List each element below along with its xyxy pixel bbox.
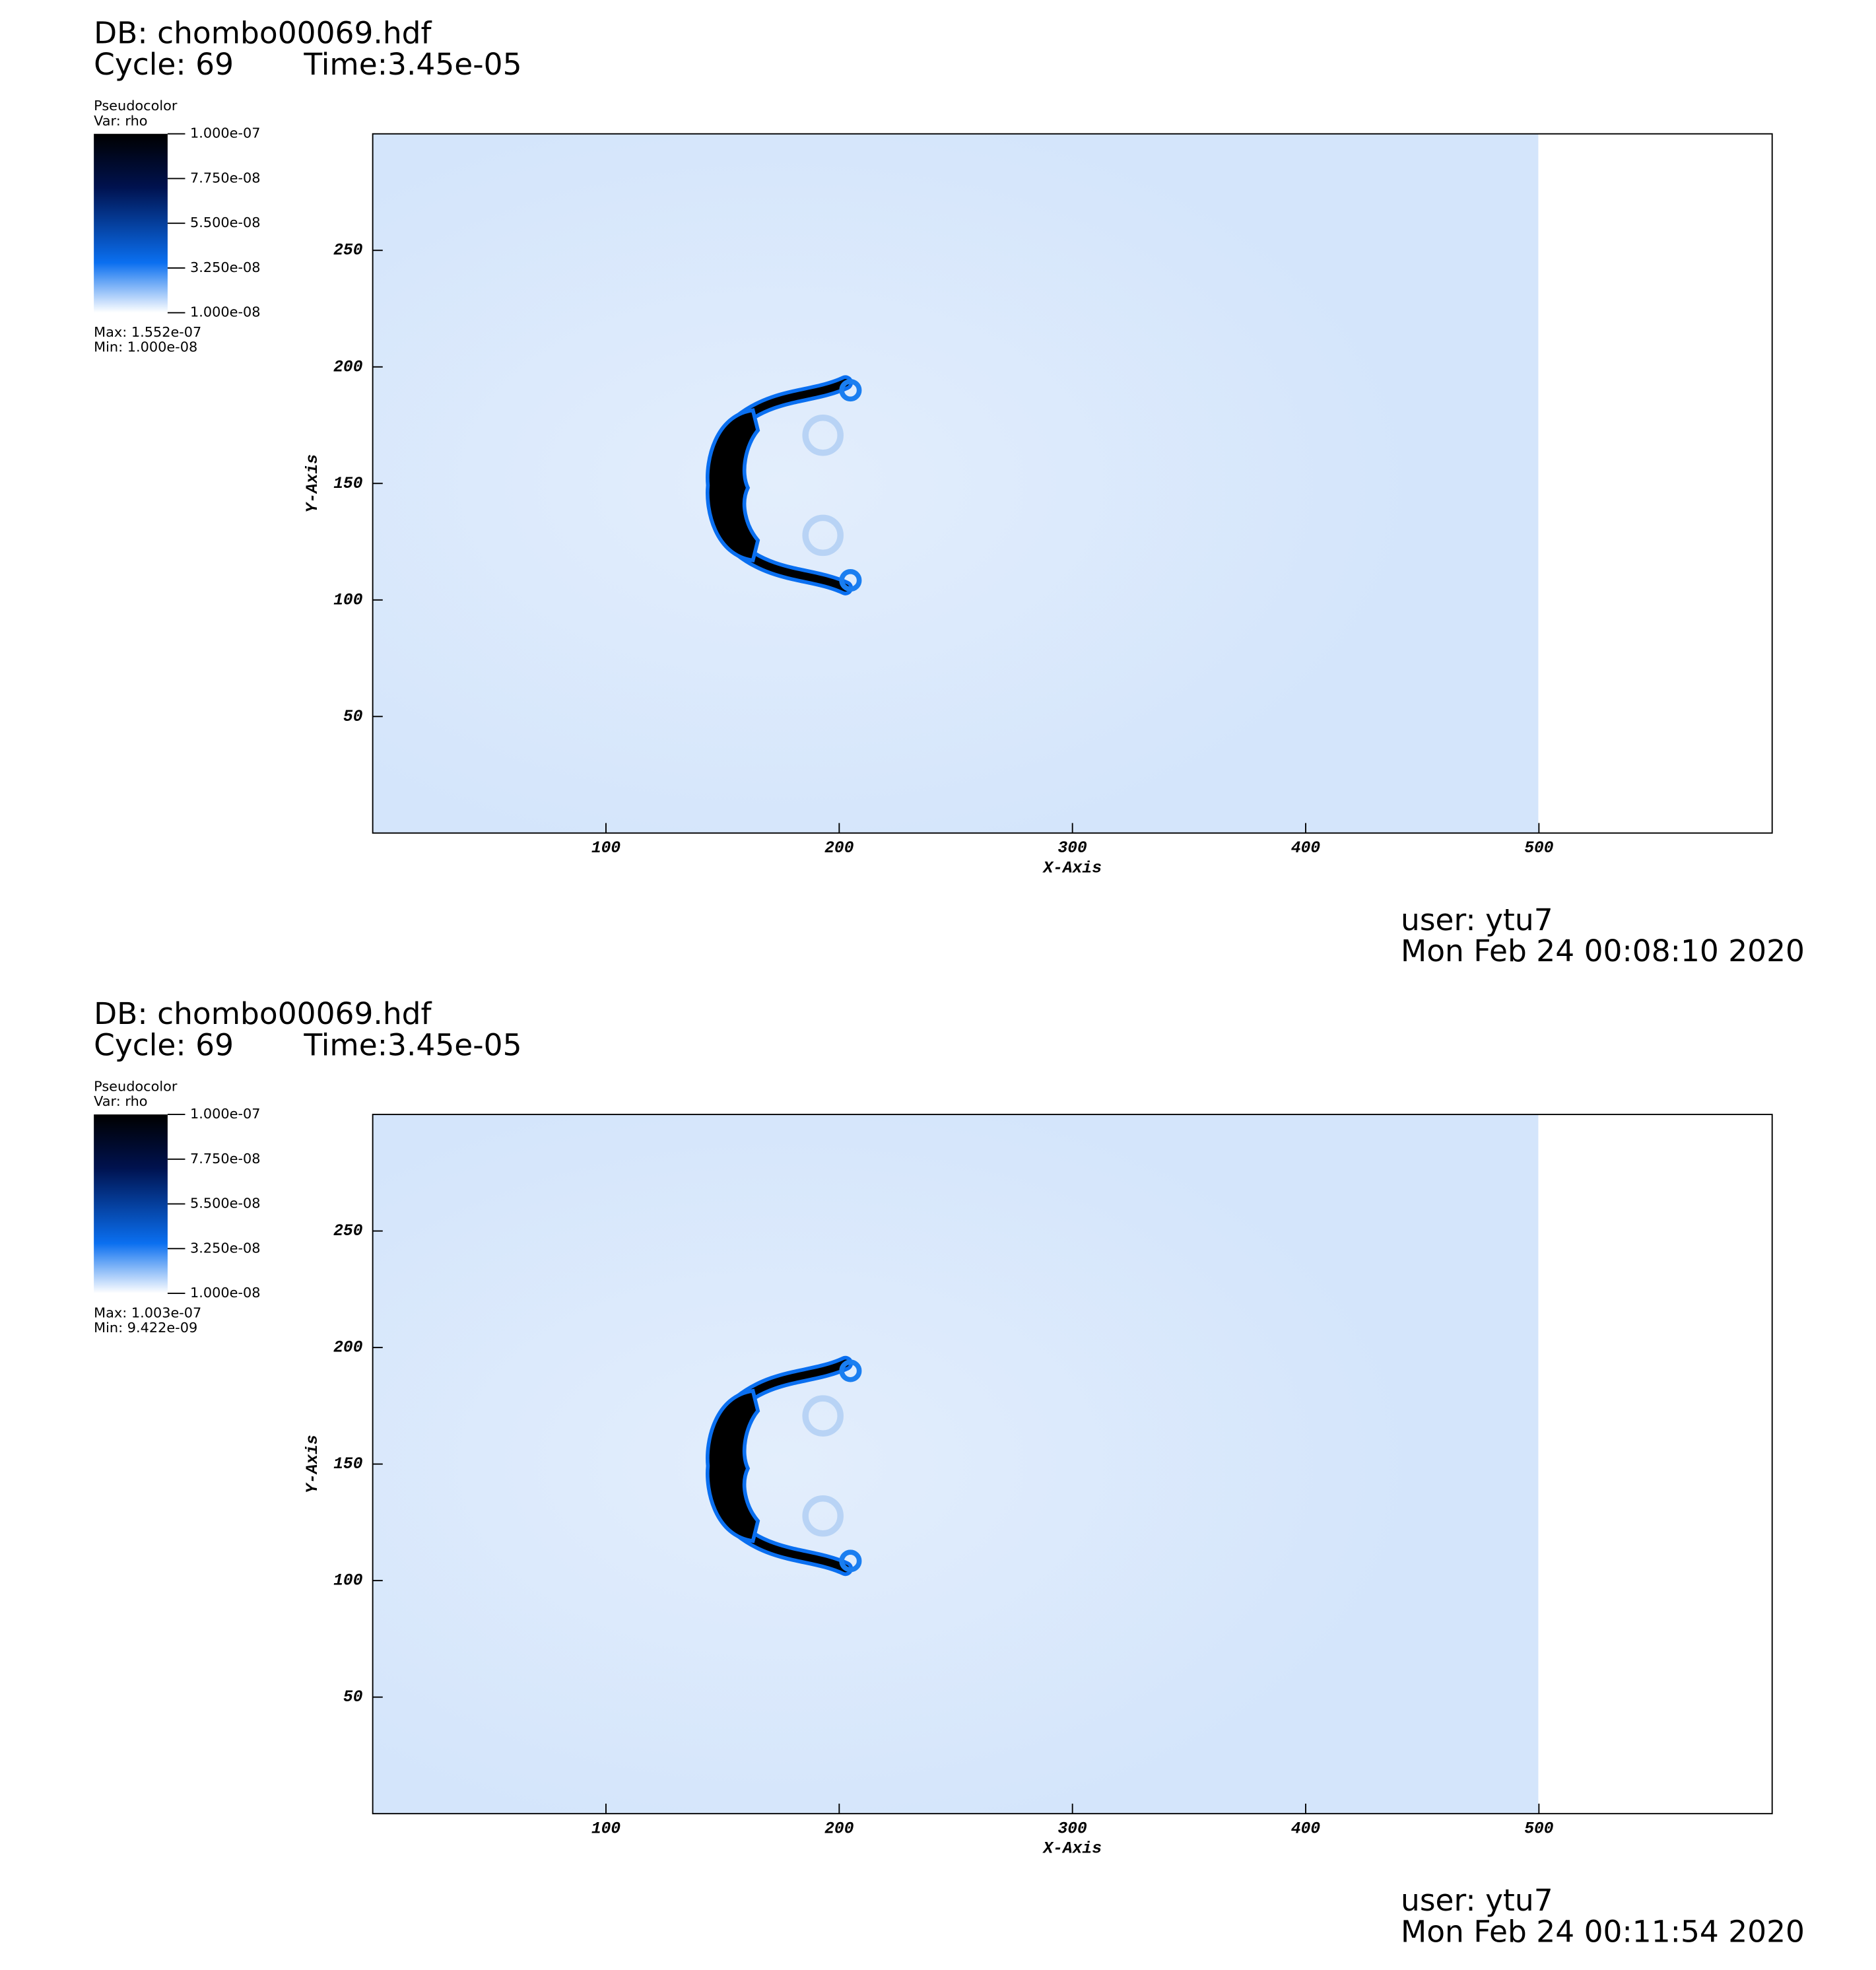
x-axis-label: X-Axis [1042,1841,1102,1858]
legend-title: Pseudocolor [94,1078,178,1094]
x-tick-label: 100 [591,1820,621,1838]
db-label: DB: chombo00069.hdf [94,996,432,1031]
color-tick-label: 3.250e-08 [190,259,260,275]
date-label: Mon Feb 24 00:11:54 2020 [1401,1915,1805,1950]
color-tick-label: 1.000e-08 [190,1285,260,1301]
y-tick-label: 250 [333,242,363,260]
time-label: Time:3.45e-05 [303,1027,521,1062]
y-tick-label: 100 [333,592,363,609]
x-axis-label: X-Axis [1042,860,1102,877]
cycle-label: Cycle: 69 [94,47,234,82]
y-tick-label: 150 [333,1456,363,1474]
y-tick-label: 200 [333,1340,363,1357]
x-tick-label: 400 [1291,840,1321,858]
y-tick-label: 200 [333,358,363,376]
density-field [373,1114,1539,1814]
y-tick-label: 50 [343,708,363,726]
x-tick-label: 200 [824,840,854,858]
x-tick-label: 400 [1291,1820,1321,1838]
db-label: DB: chombo00069.hdf [94,16,432,51]
time-label: Time:3.45e-05 [303,47,521,82]
color-tick-label: 3.250e-08 [190,1240,260,1256]
variable-label: Var: rho [94,113,147,129]
x-tick-label: 100 [591,840,621,858]
color-bar [94,133,168,313]
color-tick-label: 1.000e-07 [190,125,260,141]
color-tick-label: 5.500e-08 [190,215,260,230]
x-tick-label: 500 [1524,1820,1554,1838]
color-tick-label: 1.000e-08 [190,304,260,320]
x-tick-label: 500 [1524,840,1554,858]
y-axis-label: Y-Axis [304,454,322,513]
y-tick-label: 150 [333,475,363,493]
color-bar [94,1114,168,1294]
max-label: Max: 1.003e-07 [94,1305,201,1320]
date-label: Mon Feb 24 00:08:10 2020 [1401,934,1805,968]
color-tick-label: 7.750e-08 [190,1151,260,1167]
variable-label: Var: rho [94,1093,147,1109]
cycle-label: Cycle: 69 [94,1027,234,1062]
y-tick-label: 100 [333,1573,363,1590]
color-tick-label: 5.500e-08 [190,1196,260,1211]
x-tick-label: 300 [1058,1820,1088,1838]
min-label: Min: 9.422e-09 [94,1320,197,1336]
user-label: user: ytu7 [1401,902,1553,937]
legend-title: Pseudocolor [94,98,178,114]
y-tick-label: 50 [343,1689,363,1707]
user-label: user: ytu7 [1401,1883,1553,1918]
color-tick-label: 7.750e-08 [190,170,260,186]
density-field [373,134,1539,833]
y-tick-label: 250 [333,1223,363,1240]
min-label: Min: 1.000e-08 [94,339,197,355]
color-tick-label: 1.000e-07 [190,1106,260,1122]
y-axis-label: Y-Axis [304,1435,322,1493]
x-tick-label: 300 [1058,840,1088,858]
x-tick-label: 200 [824,1820,854,1838]
max-label: Max: 1.552e-07 [94,324,201,340]
